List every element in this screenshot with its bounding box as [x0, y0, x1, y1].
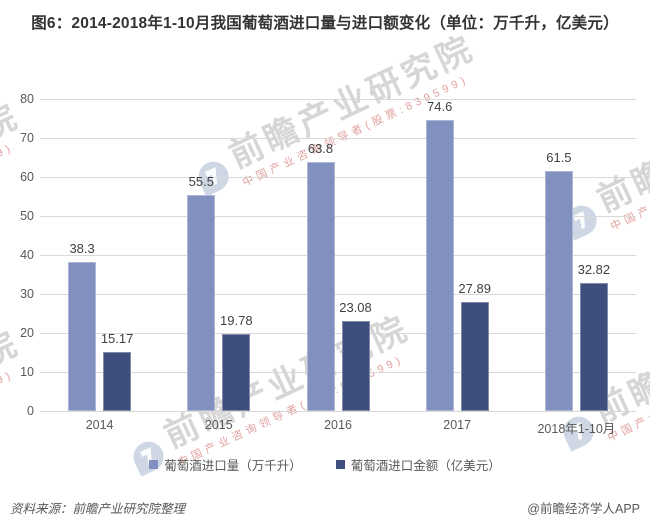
- bar-value: [341, 321, 370, 411]
- data-label: 38.3: [69, 240, 95, 256]
- legend-entry: 葡萄酒进口量（万千升）: [149, 455, 302, 474]
- y-tick-label: 30: [20, 287, 34, 301]
- x-category-label: 2016: [324, 418, 352, 432]
- gridline: [40, 177, 636, 178]
- bar-value: [103, 351, 132, 411]
- gridline: [40, 138, 636, 139]
- data-label: 61.5: [546, 150, 572, 166]
- watermark-brand: 前瞻产业研究院: [0, 323, 26, 471]
- legend-swatch-icon: [149, 460, 159, 469]
- credit-note: @前瞻经济学人APP: [527, 502, 640, 516]
- bar-volume: [306, 162, 335, 411]
- gridline: [40, 294, 636, 295]
- x-category-label: 2014: [85, 418, 114, 432]
- data-label: 19.78: [220, 312, 253, 328]
- y-tick-label: 10: [20, 365, 34, 379]
- bar-volume: [68, 261, 97, 411]
- gridline: [40, 372, 636, 373]
- y-tick-label: 40: [20, 248, 34, 262]
- data-label: 32.82: [577, 262, 611, 278]
- x-category-label: 2017: [443, 418, 472, 432]
- gridline: [40, 411, 636, 412]
- gridline: [40, 255, 636, 256]
- data-label: 15.17: [100, 330, 134, 346]
- y-tick-label: 70: [20, 131, 34, 145]
- plot-area: 38.3 15.17 55.5 19.78 63.8 23.08 74.6 27.89 61.5…: [40, 99, 636, 412]
- legend-entry: 葡萄酒进口金额（亿美元）: [335, 455, 501, 474]
- y-tick-label: 50: [20, 209, 34, 223]
- bar-volume: [425, 120, 454, 411]
- watermark-tagline: 中国产业咨询领导者(股票:839599): [0, 141, 16, 258]
- bar-value: [222, 333, 251, 411]
- x-category-label: 2015: [204, 418, 233, 432]
- data-label: 23.08: [339, 300, 372, 315]
- legend-label: 葡萄酒进口量（万千升）: [164, 459, 302, 473]
- bar-volume: [544, 171, 573, 411]
- y-tick-label: 80: [20, 92, 34, 106]
- bar-value: [579, 283, 608, 411]
- gridline: [40, 99, 636, 100]
- footer: 资料来源：前瞻产业研究院整理 @前瞻经济学人APP: [10, 498, 640, 517]
- data-label: 63.8: [307, 141, 334, 157]
- legend-label: 葡萄酒进口金额（亿美元）: [350, 459, 501, 473]
- gridline: [40, 216, 636, 217]
- y-tick-label: 20: [20, 326, 34, 340]
- source-note: 资料来源：前瞻产业研究院整理: [10, 502, 186, 516]
- y-tick-label: 0: [27, 404, 34, 418]
- x-category-label: 2018年1-10月: [537, 422, 616, 436]
- y-tick-label: 60: [20, 170, 34, 184]
- chart-title: 图6：2014-2018年1-10月我国葡萄酒进口量与进口额变化（单位：万千升，…: [31, 15, 619, 32]
- legend-swatch-icon: [335, 460, 345, 469]
- data-label: 55.5: [188, 173, 214, 189]
- data-label: 74.6: [427, 99, 453, 115]
- legend: 葡萄酒进口量（万千升） 葡萄酒进口金额（亿美元）: [0, 455, 650, 474]
- bar-value: [460, 302, 489, 411]
- gridline: [40, 333, 636, 334]
- data-label: 27.89: [458, 281, 491, 297]
- bar-volume: [187, 194, 216, 411]
